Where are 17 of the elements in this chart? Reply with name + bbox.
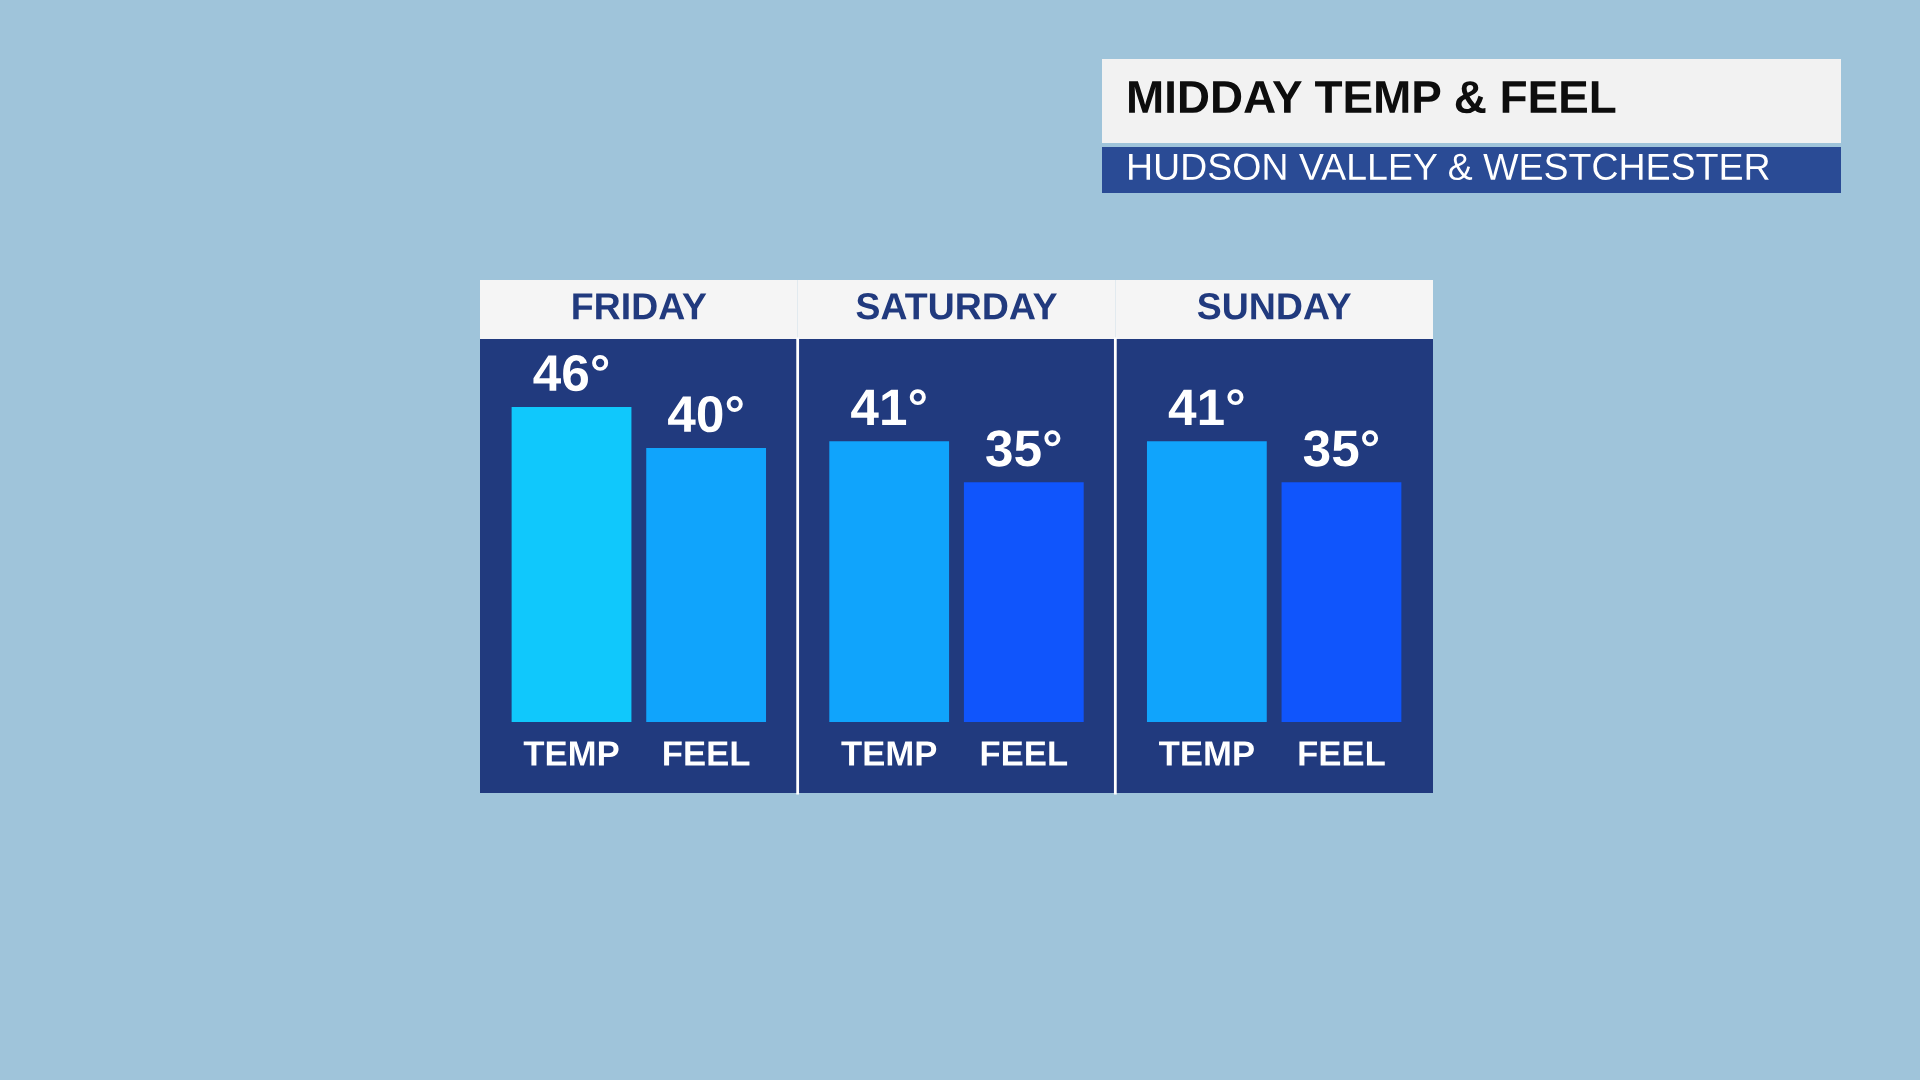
data-label: 35° (986, 430, 1061, 467)
x-tick-label: FEEL (981, 741, 1068, 766)
chart-title: SUNDAY (1197, 293, 1352, 320)
data-label: 41° (851, 389, 926, 426)
x-tick-label: FEEL (664, 741, 750, 766)
data-label: 46° (533, 354, 609, 392)
data-label: 41° (1168, 389, 1244, 426)
x-tick-label: TEMP (841, 741, 937, 766)
text: HUDSON VALLEY & WESTCHESTER (1129, 153, 1769, 181)
chart-title: FRIDAY (573, 293, 707, 320)
data-label: 35° (1303, 430, 1379, 467)
x-tick-label: FEEL (1299, 741, 1385, 766)
x-tick-label: TEMP (523, 741, 619, 766)
data-label: 40° (668, 395, 743, 433)
text: MIDDAY TEMP & FEEL (1129, 81, 1616, 114)
chart-title: SATURDAY (856, 293, 1057, 320)
x-tick-label: TEMP (1159, 741, 1254, 766)
